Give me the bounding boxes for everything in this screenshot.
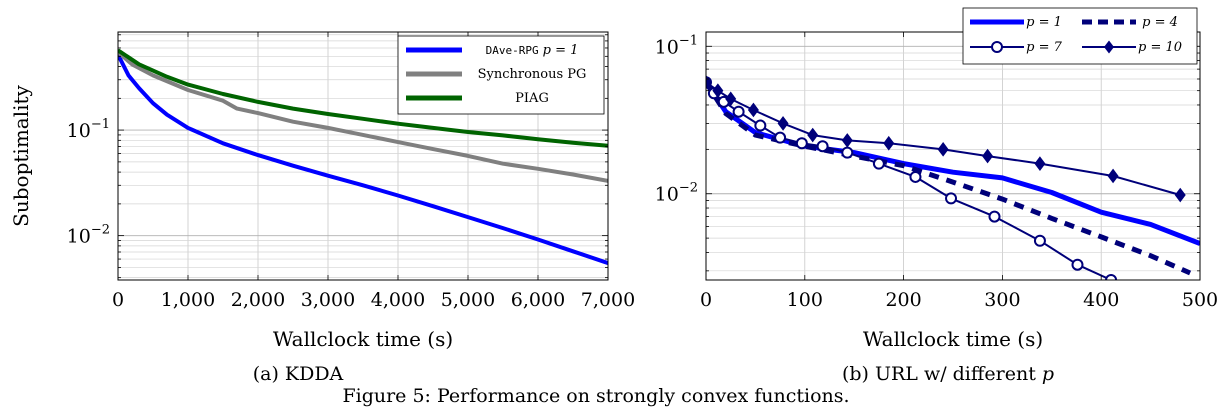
- marker-circle: [754, 119, 767, 132]
- legend-label-dave: DAve-RPG p = 1: [486, 43, 579, 58]
- marker-circle: [816, 140, 829, 153]
- marker-diamond: [883, 135, 895, 151]
- marker-circle: [909, 170, 922, 183]
- legend-label-p4: p = 4: [1142, 15, 1178, 30]
- series-line-a-2: [118, 48, 608, 148]
- series-line-a-1: [118, 50, 608, 183]
- x-tick-label: 200: [885, 289, 921, 311]
- marker-circle: [732, 105, 745, 118]
- y-tick-label: 10−1: [655, 33, 698, 58]
- marker-diamond: [1107, 168, 1119, 184]
- series-group-a: [118, 48, 608, 265]
- legend-label-sync: Synchronous PG: [478, 67, 587, 82]
- marker-diamond: [841, 133, 853, 148]
- chart-url: 0 100 200 300 400 500 10−1 10−2 Wallclock time …: [655, 7, 1218, 385]
- marker-circle: [841, 146, 854, 159]
- y-tick-label: 10−1: [67, 117, 110, 142]
- legend-label-p10: p = 10: [1138, 40, 1182, 55]
- series-line-b-0: [706, 80, 1200, 246]
- x-tick-label: 4,000: [371, 289, 425, 311]
- legend-b: p = 1 p = 4 p = 7 p = 10: [962, 7, 1198, 65]
- legend-marker-diamond: [1104, 40, 1114, 54]
- x-axis-label-a: Wallclock time (s): [273, 327, 453, 351]
- marker-circle: [1071, 258, 1084, 271]
- series-group-b: [706, 74, 1200, 280]
- x-tick-label: 5,000: [441, 289, 495, 311]
- x-tick-label: 1,000: [161, 289, 215, 311]
- marker-circle: [774, 131, 787, 144]
- marker-diamond: [725, 91, 737, 107]
- x-tick-label: 100: [787, 289, 823, 311]
- legend-label-piag: PIAG: [515, 91, 549, 106]
- plot-frame-b: [705, 31, 1201, 281]
- marker-circle: [1033, 234, 1046, 247]
- y-tick-label: 10−2: [67, 223, 110, 248]
- marker-diamond: [1034, 156, 1046, 171]
- x-tick-label: 2,000: [231, 289, 285, 311]
- x-tick-label: 0: [700, 289, 712, 311]
- marker-circle: [945, 192, 958, 205]
- legend-label-p7: p = 7: [1026, 40, 1062, 55]
- y-tick-label: 10−2: [655, 181, 698, 206]
- y-axis-label-a: Suboptimality: [9, 84, 33, 226]
- chart-kdda: 0 1,000 2,000 3,000 4,000 5,000 6,000 7,000 10−1…: [9, 31, 635, 385]
- marker-circle: [795, 137, 808, 150]
- marker-diamond: [982, 148, 994, 164]
- figure-caption: Figure 5: Performance on strongly convex…: [342, 385, 849, 407]
- caption-b: (b) URL w/ different p: [842, 363, 1054, 385]
- legend-label-p1: p = 1: [1026, 15, 1062, 30]
- legend-box-b: [962, 7, 1198, 65]
- series-line-b-2: [706, 81, 1112, 280]
- x-tick-label: 0: [112, 289, 124, 311]
- ticks-a: 0 1,000 2,000 3,000 4,000 5,000 6,000 7,000 10−1…: [67, 32, 635, 311]
- x-axis-label-b: Wallclock time (s): [863, 327, 1043, 351]
- marker-diamond: [1174, 187, 1186, 203]
- marker-circle: [872, 157, 885, 170]
- legend-a: DAve-RPG p = 1 Synchronous PG PIAG: [397, 35, 605, 115]
- marker-diamond: [777, 116, 789, 131]
- x-tick-label: 300: [984, 289, 1020, 311]
- x-tick-label: 6,000: [511, 289, 565, 311]
- gridlines-b: [705, 32, 1201, 280]
- marker-diamond: [807, 127, 819, 143]
- marker-circle: [1105, 274, 1118, 280]
- plot-frame-a: [117, 31, 609, 281]
- caption-a: (a) KDDA: [253, 363, 344, 385]
- legend-marker-circle: [991, 41, 1003, 53]
- marker-diamond: [937, 142, 949, 157]
- marker-diamond: [712, 83, 724, 99]
- x-tick-label: 400: [1083, 289, 1119, 311]
- series-line-a-0: [118, 53, 608, 265]
- marker-diamond: [747, 102, 759, 118]
- marker-circle: [988, 210, 1001, 223]
- x-tick-label: 500: [1182, 289, 1218, 311]
- x-tick-label: 3,000: [301, 289, 355, 311]
- x-tick-label: 7,000: [581, 289, 635, 311]
